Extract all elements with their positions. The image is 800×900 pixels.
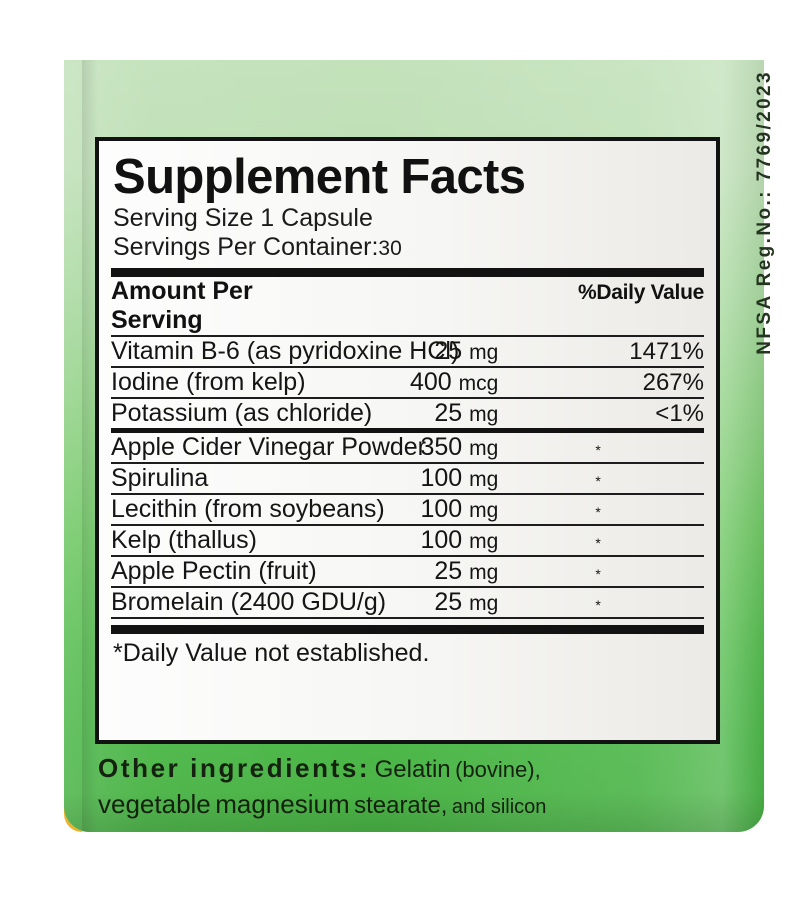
- table-row: Vitamin B-6 (as pyridoxine HCl) 25 mg 1471…: [111, 337, 704, 366]
- ingredient-amount: 25 mg: [434, 337, 499, 365]
- ingredient-unit: mcg: [458, 372, 499, 395]
- other-ingredients-gelatin: Gelatin: [374, 756, 451, 783]
- table-row-separator: [111, 366, 704, 368]
- table-row-separator: [111, 335, 704, 337]
- ingredient-daily-value: <1%: [655, 400, 704, 427]
- page-title: Supplement Facts: [113, 150, 526, 204]
- ingredient-unit: mg: [469, 341, 499, 364]
- header-divider-thick: [111, 268, 704, 277]
- ingredient-unit: mg: [469, 530, 499, 553]
- ingredient-amount: 350 mg: [420, 433, 499, 461]
- ingredient-daily-value: *: [595, 535, 601, 551]
- ingredient-name: Bromelain (2400 GDU/g): [111, 588, 387, 616]
- table-row: Kelp (thallus) 100 mg *: [111, 526, 704, 555]
- table-row: Apple Pectin (fruit) 25 mg *: [111, 557, 704, 586]
- row-divider: [111, 462, 704, 464]
- other-ingredients-bovine: (bovine),: [455, 757, 541, 782]
- daily-value-header: %Daily Value: [578, 281, 704, 304]
- ingredient-daily-value: *: [595, 473, 601, 489]
- amount-per-serving-header: Amount Per Serving: [111, 277, 253, 334]
- row-divider: [111, 397, 704, 399]
- other-ingredients-line-2: vegetable magnesium stearate, and silico…: [98, 788, 758, 822]
- group-divider: [111, 428, 704, 433]
- table-row-separator: [111, 617, 704, 619]
- supplement-facts-table: Amount Per Serving %Daily Value Vitamin …: [111, 277, 704, 619]
- table-row: Iodine (from kelp) 400 mcg 267%: [111, 368, 704, 397]
- ingredient-daily-value: *: [595, 566, 601, 582]
- ingredient-name: Spirulina: [111, 464, 209, 492]
- servings-per-container-value: 30: [378, 237, 402, 260]
- ingredient-unit: mg: [469, 403, 499, 426]
- supplement-facts-panel: Supplement Facts Serving Size 1 Capsule …: [95, 137, 720, 744]
- servings-per-container-line: Servings Per Container:30: [113, 233, 704, 262]
- table-row-separator: [111, 428, 704, 433]
- ingredient-amount: 25 mg: [434, 557, 499, 585]
- other-ingredients-block: Other ingredients: Gelatin (bovine), veg…: [98, 752, 758, 822]
- ingredient-unit: mg: [469, 437, 499, 460]
- ingredient-daily-value: *: [595, 504, 601, 520]
- other-ingredients-line-1: Other ingredients: Gelatin (bovine),: [98, 752, 758, 786]
- ingredient-daily-value: *: [595, 597, 601, 613]
- other-ingredients-stearate: stearate,: [354, 791, 448, 819]
- ingredient-amount: 100 mg: [420, 526, 499, 554]
- table-row-separator: [111, 397, 704, 399]
- other-ingredients-label: Other ingredients:: [98, 753, 371, 783]
- row-divider: [111, 617, 704, 619]
- nfsa-registration-text: NFSA Reg.No.: 7769/2023: [754, 70, 775, 355]
- table-row: Bromelain (2400 GDU/g) 25 mg *: [111, 588, 704, 617]
- other-ingredients-vegetable: vegetable: [98, 788, 211, 819]
- ingredient-name: Apple Cider Vinegar Powder: [111, 433, 427, 461]
- row-divider: [111, 366, 704, 368]
- row-divider: [111, 335, 704, 337]
- ingredient-name: Potassium (as chloride): [111, 399, 373, 427]
- row-divider: [111, 524, 704, 526]
- other-ingredients-magnesium: magnesium: [215, 788, 350, 819]
- ingredient-name: Apple Pectin (fruit): [111, 557, 317, 585]
- table-row-separator: [111, 462, 704, 464]
- footnote-divider-thick: [111, 625, 704, 634]
- ingredient-unit: mg: [469, 561, 499, 584]
- ingredient-name: Iodine (from kelp): [111, 368, 306, 396]
- ingredient-name: Vitamin B-6 (as pyridoxine HCl): [111, 337, 460, 365]
- table-header-row: Amount Per Serving %Daily Value: [111, 277, 704, 335]
- ingredient-amount: 100 mg: [420, 464, 499, 492]
- ingredient-unit: mg: [469, 592, 499, 615]
- serving-size-text: Serving Size 1 Capsule: [113, 204, 373, 232]
- table-row-separator: [111, 493, 704, 495]
- ingredient-daily-value: *: [595, 442, 601, 458]
- table-row-separator: [111, 586, 704, 588]
- servings-per-container-label: Servings Per Container:: [113, 233, 379, 261]
- row-divider: [111, 586, 704, 588]
- ingredient-daily-value: 1471%: [629, 338, 704, 365]
- table-row-separator: [111, 555, 704, 557]
- row-divider: [111, 493, 704, 495]
- ingredient-daily-value: 267%: [642, 369, 704, 396]
- nfsa-registration-number: NFSA Reg.No.: 7769/2023: [748, 70, 782, 630]
- table-row: Apple Cider Vinegar Powder 350 mg *: [111, 433, 704, 462]
- table-row: Lecithin (from soybeans) 100 mg *: [111, 495, 704, 524]
- ingredient-amount: 400 mcg: [409, 368, 499, 396]
- table-row: Spirulina 100 mg *: [111, 464, 704, 493]
- ingredient-amount: 25 mg: [434, 588, 499, 616]
- daily-value-footnote: *Daily Value not established.: [113, 639, 430, 667]
- serving-size-line: Serving Size 1 Capsule: [113, 204, 704, 233]
- table-row-separator: [111, 524, 704, 526]
- ingredient-amount: 25 mg: [434, 399, 499, 427]
- other-ingredients-silicon: and silicon: [451, 795, 547, 818]
- ingredient-unit: mg: [469, 468, 499, 491]
- ingredient-unit: mg: [469, 499, 499, 522]
- row-divider: [111, 555, 704, 557]
- ingredient-name: Kelp (thallus): [111, 526, 257, 554]
- ingredient-name: Lecithin (from soybeans): [111, 495, 385, 523]
- table-row: Potassium (as chloride) 25 mg <1%: [111, 399, 704, 428]
- ingredient-amount: 100 mg: [420, 495, 499, 523]
